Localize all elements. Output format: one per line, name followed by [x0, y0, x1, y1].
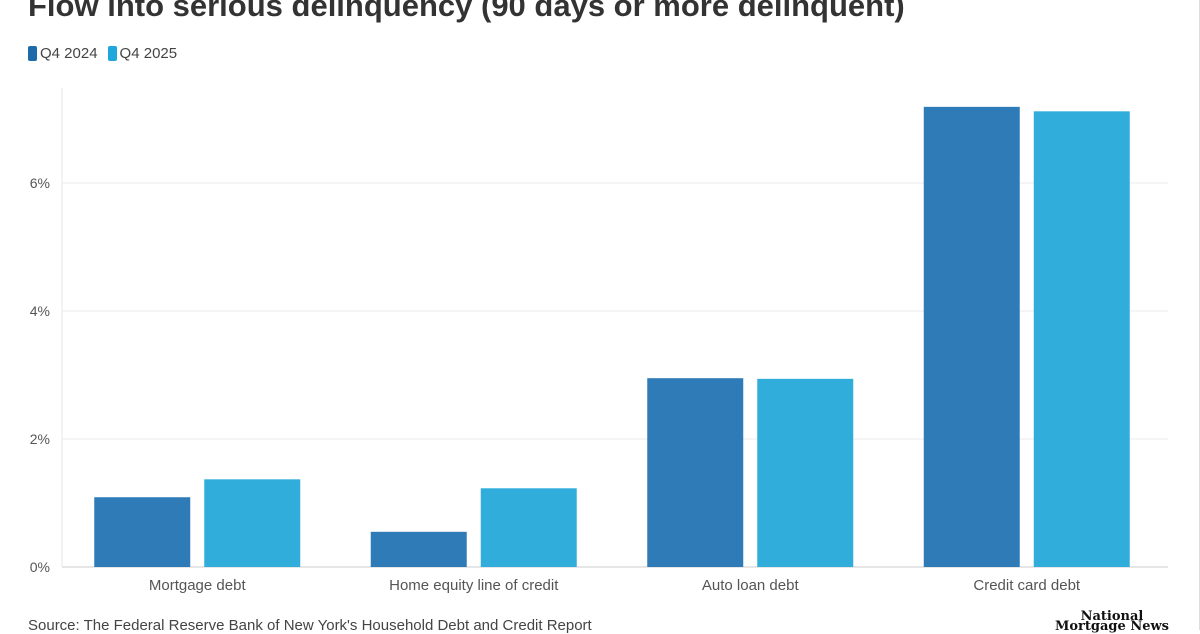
x-tick-label: Credit card debt [973, 577, 1081, 594]
bar-q4-2024 [647, 378, 744, 567]
legend-item-q4-2024: Q4 2024 [28, 45, 98, 62]
bar-q4-2024 [370, 531, 467, 567]
x-tick-label: Home equity line of credit [389, 577, 559, 594]
source-note: Source: The Federal Reserve Bank of New … [28, 617, 592, 634]
x-tick-label: Auto loan debt [702, 577, 800, 594]
logo: National Mortgage News [1055, 609, 1169, 634]
bar-q4-2025 [1033, 111, 1130, 567]
y-tick-label: 4% [30, 303, 50, 319]
y-tick-label: 0% [30, 559, 50, 575]
legend-item-q4-2025: Q4 2025 [107, 45, 178, 62]
bar-q4-2025 [480, 488, 577, 567]
chart-title: Flow into serious delinquency (90 days o… [28, 0, 905, 23]
legend-swatch [28, 46, 37, 61]
legend-label: Q4 2025 [119, 45, 178, 62]
y-tick-label: 2% [30, 431, 50, 447]
bar-q4-2025 [204, 479, 301, 567]
x-tick-label: Mortgage debt [149, 577, 247, 594]
bar-q4-2024 [923, 106, 1020, 567]
legend-label: Q4 2024 [40, 45, 98, 62]
bar-q4-2024 [94, 497, 191, 567]
bar-q4-2025 [757, 378, 854, 567]
y-tick-label: 6% [30, 175, 50, 191]
legend: Q4 2024 Q4 2025 [28, 45, 177, 62]
legend-swatch [107, 46, 117, 61]
